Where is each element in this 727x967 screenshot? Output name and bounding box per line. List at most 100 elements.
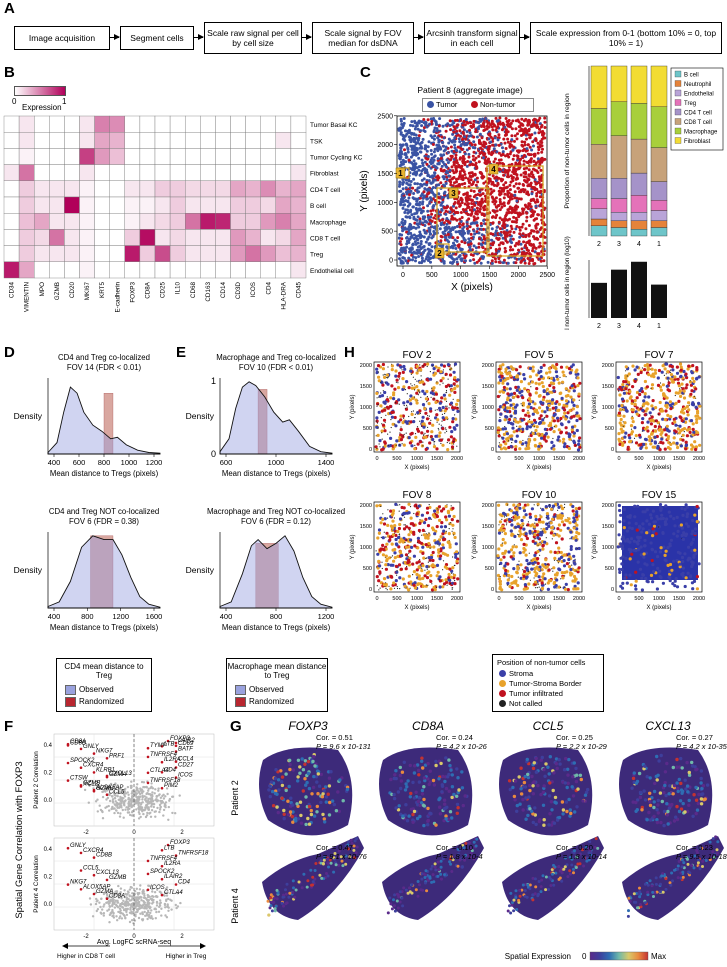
heatmap-cell bbox=[169, 164, 186, 181]
fov-cell-point bbox=[658, 442, 660, 444]
tumor-cell-point bbox=[432, 204, 436, 207]
fov-cell-point bbox=[685, 434, 689, 438]
tumor-cell-point bbox=[420, 169, 424, 173]
heatmap-cell bbox=[79, 115, 95, 133]
fov-cell-point bbox=[450, 367, 452, 369]
fov-cell-point bbox=[403, 433, 405, 435]
nontumor-cell-point bbox=[543, 228, 547, 232]
tumor-cell-point bbox=[412, 136, 416, 140]
fov-cell-point bbox=[624, 431, 628, 435]
nontumor-cell-point bbox=[491, 221, 495, 225]
fov-cell-point bbox=[620, 388, 624, 392]
heatmap-cell bbox=[260, 115, 277, 133]
heatmap-col-label: MKI67 bbox=[84, 282, 91, 301]
colorbar-min: 0 bbox=[12, 97, 17, 106]
heatmap-cell bbox=[109, 148, 125, 165]
tumor-cell-point bbox=[404, 208, 408, 212]
nontumor-cell-point bbox=[513, 196, 517, 200]
fov-cell-point bbox=[453, 390, 457, 394]
tumor-cell-point bbox=[433, 154, 437, 158]
fov-cell-point bbox=[629, 395, 633, 399]
fov-cell-point bbox=[545, 392, 550, 396]
tumor-cell-point bbox=[472, 244, 476, 248]
fov-title: FOV 8 bbox=[403, 490, 432, 501]
fov-cell-point bbox=[435, 447, 439, 451]
fov-cell-point bbox=[618, 385, 622, 389]
fov-cell-point bbox=[623, 435, 627, 439]
fov-cell-point bbox=[685, 383, 689, 387]
heatmap-cell bbox=[184, 115, 201, 133]
tumor-cell-point bbox=[419, 141, 423, 145]
nontumor-cell-point bbox=[522, 183, 526, 187]
fov-cell-point bbox=[513, 418, 517, 422]
fov-cell-point bbox=[437, 538, 442, 542]
fov-cell-point bbox=[412, 420, 416, 424]
tumor-cell-point bbox=[421, 196, 425, 200]
fov-cell-point bbox=[678, 362, 683, 366]
fov-cell-point bbox=[381, 423, 386, 427]
nontumor-cell-point bbox=[502, 173, 506, 177]
fov-cell-point bbox=[670, 371, 672, 373]
fov-cell-point bbox=[649, 422, 653, 426]
fov-cell-point bbox=[376, 447, 378, 449]
tumor-cell-point bbox=[438, 227, 442, 231]
nontumor-cell-point bbox=[508, 248, 512, 252]
nontumor-cell-point bbox=[472, 215, 476, 219]
nontumor-cell-point bbox=[494, 216, 498, 220]
nontumor-cell-point bbox=[504, 234, 507, 238]
fov-cell-point bbox=[552, 444, 556, 448]
heatmap-cell bbox=[18, 229, 35, 246]
fov-cell-point bbox=[502, 385, 506, 390]
fov-cell-point bbox=[535, 387, 539, 391]
nontumor-cell-point bbox=[472, 125, 476, 128]
fov-cell-point bbox=[409, 420, 413, 424]
nontumor-cell-point bbox=[482, 153, 486, 157]
tumor-cell-point bbox=[462, 128, 466, 132]
tumor-cell-point bbox=[409, 189, 413, 193]
heatmap-cell bbox=[94, 132, 110, 149]
fov-cell-point bbox=[622, 380, 626, 384]
fov-cell-point bbox=[382, 418, 387, 422]
nontumor-cell-point bbox=[484, 142, 488, 146]
total-bar bbox=[591, 282, 607, 318]
fov-cell-point bbox=[407, 556, 409, 558]
fov-cell-point bbox=[638, 433, 642, 437]
fov-cell-point bbox=[374, 445, 378, 449]
fov-cell-point bbox=[526, 411, 530, 415]
fov-cell-point bbox=[404, 420, 408, 424]
fov-cell-point bbox=[499, 405, 503, 409]
fov-cell-point bbox=[438, 557, 442, 561]
fov-cell-point bbox=[501, 405, 505, 409]
heatmap-cell bbox=[184, 180, 201, 198]
fov-cell-point bbox=[436, 421, 438, 423]
fov-cell-point bbox=[698, 443, 702, 447]
fov-cell-point bbox=[499, 412, 503, 416]
fov-cell-point bbox=[691, 376, 695, 380]
heatmap-cell bbox=[230, 164, 246, 181]
tumor-cell-point bbox=[422, 194, 426, 198]
tumor-cell-point bbox=[425, 183, 429, 187]
nontumor-cell-point bbox=[462, 170, 466, 174]
heatmap-cell bbox=[34, 212, 50, 230]
fov-cell-point bbox=[402, 527, 407, 531]
nontumor-cell-point bbox=[490, 150, 494, 154]
fov-cell-point bbox=[436, 369, 440, 373]
fov-cell-point bbox=[552, 430, 556, 434]
fov-cell-point bbox=[441, 420, 443, 422]
tumor-cell-point bbox=[423, 187, 427, 191]
nontumor-cell-point bbox=[515, 173, 519, 177]
nontumor-cell-point bbox=[517, 213, 520, 217]
nontumor-cell-point bbox=[454, 153, 458, 157]
nontumor-cell-point bbox=[513, 190, 517, 194]
heatmap-cell bbox=[230, 212, 246, 230]
fov-cell-point bbox=[511, 442, 513, 444]
fov-cell-point bbox=[672, 417, 676, 421]
fov-cell-point bbox=[436, 570, 440, 574]
nontumor-cell-point bbox=[535, 230, 539, 234]
fov-cell-point bbox=[452, 448, 454, 450]
fov-cell-point bbox=[619, 427, 623, 431]
fov-cell-point bbox=[543, 427, 547, 431]
fov-cell-point bbox=[413, 504, 417, 508]
tumor-cell-point bbox=[437, 145, 441, 149]
density-x-tick-label: 1400 bbox=[318, 458, 335, 467]
